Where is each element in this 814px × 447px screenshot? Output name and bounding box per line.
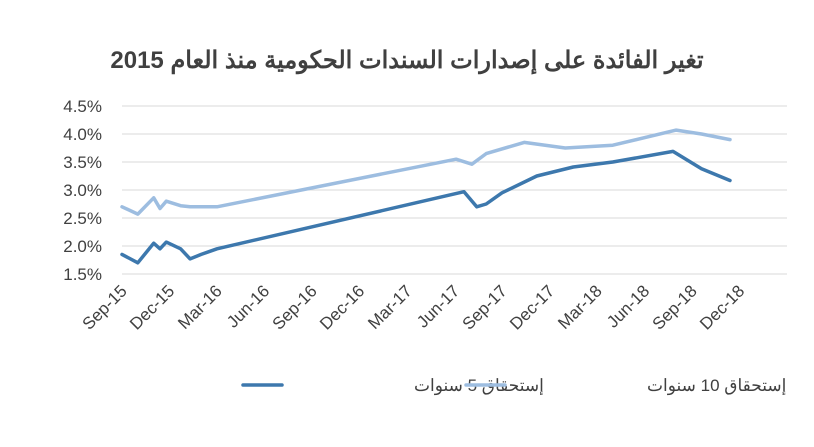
x-tick-label: Sep-15 (79, 281, 131, 333)
x-tick-label: Sep-18 (649, 281, 701, 333)
y-tick-label: 3.0% (63, 181, 102, 200)
y-tick-label: 2.5% (63, 209, 102, 228)
x-tick-label: Jun-17 (413, 281, 463, 331)
x-tick-label: Sep-17 (459, 281, 511, 333)
x-tick-label: Dec-17 (506, 281, 558, 333)
y-tick-label: 3.5% (63, 153, 102, 172)
x-tick-label: Dec-16 (316, 281, 368, 333)
y-tick-label: 4.0% (63, 125, 102, 144)
x-tick-label: Sep-16 (269, 281, 321, 333)
x-tick-label: Mar-18 (554, 281, 606, 333)
x-tick-label: Mar-16 (174, 281, 226, 333)
y-tick-label: 4.5% (63, 97, 102, 116)
series-line-1 (120, 149, 732, 265)
y-tick-label: 1.5% (63, 265, 102, 284)
chart-title: تغير الفائدة على إصدارات السندات الحكومي… (110, 47, 704, 74)
y-tick-label: 2.0% (63, 237, 102, 256)
x-tick-label: Dec-18 (696, 281, 748, 333)
x-tick-label: Dec-15 (126, 281, 178, 333)
series-line-2 (120, 128, 732, 216)
x-tick-label: Mar-17 (364, 281, 416, 333)
legend-label-2: إستحقاق 10 سنوات (647, 376, 786, 396)
x-tick-label: Jun-18 (603, 281, 653, 331)
x-tick-label: Jun-16 (223, 281, 273, 331)
